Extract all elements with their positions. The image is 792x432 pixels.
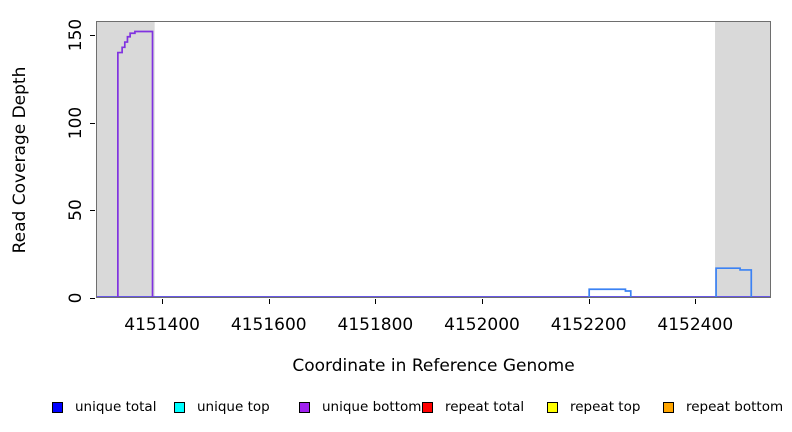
x-tick-mark bbox=[268, 299, 270, 304]
series-line bbox=[588, 267, 753, 298]
coverage-plot-canvas bbox=[96, 21, 771, 298]
legend-label: unique bottom bbox=[322, 399, 422, 415]
y-tick-mark bbox=[90, 298, 95, 299]
x-tick-mark bbox=[482, 299, 484, 304]
legend-label: unique total bbox=[75, 399, 157, 415]
x-tick-mark bbox=[588, 299, 590, 304]
legend-label: repeat total bbox=[445, 399, 525, 415]
legend-label: repeat bottom bbox=[686, 399, 784, 415]
legend-item-unique-total: unique total bbox=[52, 398, 156, 416]
x-tick-label: 4152200 bbox=[550, 315, 627, 335]
y-tick-label: 50 bbox=[66, 199, 86, 222]
legend-marker-unique-total bbox=[52, 401, 63, 413]
legend-label: unique top bbox=[197, 399, 270, 415]
legend-item-repeat-total: repeat total bbox=[422, 398, 524, 416]
series-line bbox=[117, 30, 154, 298]
x-tick-label: 4152000 bbox=[444, 315, 520, 335]
y-tick-mark bbox=[90, 35, 95, 37]
legend-item-unique-bottom: unique bottom bbox=[299, 398, 421, 416]
legend-item-unique-top: unique top bbox=[174, 398, 270, 416]
x-tick-mark bbox=[695, 299, 697, 304]
x-tick-mark bbox=[162, 299, 164, 304]
x-tick-label: 4151800 bbox=[337, 315, 414, 335]
x-tick-label: 4151400 bbox=[124, 315, 200, 335]
legend-marker-unique-top bbox=[174, 401, 185, 413]
legend-marker-repeat-bottom bbox=[663, 401, 674, 413]
x-tick-label: 4151600 bbox=[230, 315, 307, 335]
legend-marker-repeat-total bbox=[422, 401, 433, 413]
right-highlight-band bbox=[715, 21, 771, 298]
legend-marker-unique-bottom bbox=[299, 401, 310, 413]
legend: unique total unique top unique bottom re… bbox=[0, 398, 792, 420]
x-tick-mark bbox=[375, 299, 377, 304]
legend-label: repeat top bbox=[570, 399, 641, 415]
legend-item-repeat-top: repeat top bbox=[547, 398, 640, 416]
legend-item-repeat-bottom: repeat bottom bbox=[663, 398, 783, 416]
x-axis-title: Coordinate in Reference Genome bbox=[292, 356, 575, 376]
y-axis-title: Read Coverage Depth bbox=[10, 66, 30, 254]
y-tick-label: 150 bbox=[66, 18, 86, 52]
legend-marker-repeat-top bbox=[547, 401, 558, 413]
x-tick-label: 4152400 bbox=[657, 315, 734, 335]
left-highlight-band bbox=[96, 21, 155, 298]
y-tick-mark bbox=[90, 210, 95, 212]
y-tick-mark bbox=[90, 122, 95, 124]
y-tick-label: 0 bbox=[66, 292, 86, 304]
y-tick-label: 100 bbox=[66, 106, 86, 139]
